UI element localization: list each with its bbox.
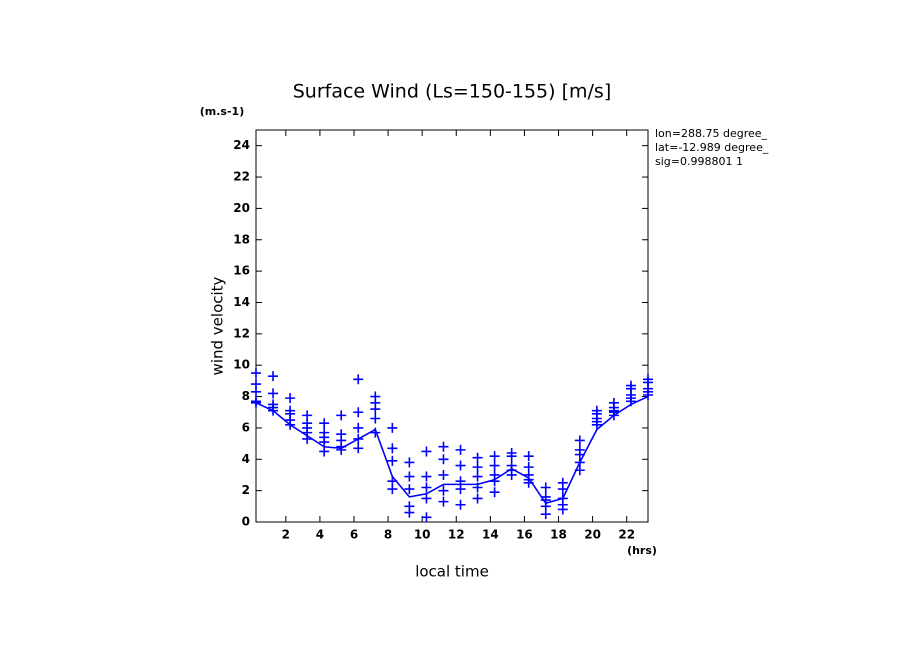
plus-marker (353, 407, 364, 418)
x-tick-label: 22 (618, 528, 635, 542)
info-block: lon=288.75 degree_lat=-12.989 degree_sig… (655, 127, 769, 168)
y-tick-label: 18 (233, 232, 250, 246)
plus-marker (421, 493, 432, 504)
y-tick-label: 2 (242, 483, 250, 497)
x-tick-label: 12 (448, 528, 465, 542)
plus-marker (643, 389, 653, 400)
x-tick-label: 6 (350, 528, 358, 542)
plus-marker (268, 388, 279, 399)
x-unit: (hrs) (627, 544, 657, 557)
plus-marker (421, 482, 432, 493)
plus-marker (387, 484, 398, 495)
chart-title: Surface Wind (Ls=150-155) [m/s] (293, 81, 612, 103)
y-tick-label: 8 (242, 389, 250, 403)
plus-marker (404, 471, 415, 482)
y-tick-label: 20 (233, 201, 250, 215)
plus-marker (489, 487, 500, 498)
plus-marker (472, 462, 483, 473)
plus-marker (353, 422, 364, 433)
y-tick-label: 12 (233, 326, 250, 340)
plus-marker (472, 471, 483, 482)
plus-marker (353, 374, 364, 385)
x-tick-label: 8 (384, 528, 392, 542)
x-tick-label: 14 (482, 528, 499, 542)
plus-marker (506, 469, 517, 480)
plus-marker (591, 419, 602, 430)
y-tick-label: 4 (242, 452, 250, 466)
plus-marker (455, 484, 466, 495)
plus-marker (336, 444, 347, 455)
y-tick-label: 14 (233, 295, 250, 309)
plus-marker (472, 493, 483, 504)
plus-marker (404, 484, 415, 495)
plus-marker (455, 444, 466, 455)
plus-marker (336, 410, 347, 421)
plus-marker (438, 496, 449, 507)
plus-marker (523, 451, 534, 462)
annotation: sig=0.998801 1 (655, 155, 743, 168)
y-tick-label: 22 (233, 170, 250, 184)
y-tick-label: 16 (233, 264, 250, 278)
plus-marker (268, 371, 279, 382)
plus-marker (438, 469, 449, 480)
plus-marker (319, 418, 330, 429)
plus-marker (285, 393, 296, 404)
plus-marker (421, 471, 432, 482)
x-tick-label: 4 (316, 528, 324, 542)
plus-marker (370, 413, 381, 424)
plus-marker (489, 451, 500, 462)
x-tick-label: 10 (414, 528, 431, 542)
plus-marker (540, 509, 551, 520)
plus-marker (438, 485, 449, 496)
x-axis-label: local time (415, 563, 489, 581)
plus-marker (472, 452, 483, 463)
plus-marker (438, 441, 449, 452)
x-tick-label: 2 (282, 528, 290, 542)
plus-marker (387, 455, 398, 466)
y-tick-label: 10 (233, 358, 250, 372)
plus-marker (251, 368, 261, 379)
plus-marker (319, 437, 330, 448)
plus-marker (574, 435, 585, 446)
mean-line (255, 395, 649, 505)
plus-marker (387, 422, 398, 433)
plus-marker (404, 507, 415, 518)
y-tick-label: 24 (233, 138, 250, 152)
x-tick-label: 18 (550, 528, 567, 542)
plus-marker (455, 499, 466, 510)
plot-frame (255, 129, 649, 523)
plus-marker (404, 457, 415, 468)
annotation: lat=-12.989 degree_ (655, 141, 769, 154)
y-tick-label: 0 (242, 515, 250, 529)
x-tick-label: 16 (516, 528, 533, 542)
plus-marker (353, 443, 364, 454)
plus-marker (370, 404, 381, 415)
plus-marker (455, 460, 466, 471)
plus-marker (489, 460, 500, 471)
plus-marker (387, 443, 398, 454)
plus-marker (421, 512, 432, 523)
y-unit: (m.s-1) (200, 105, 244, 118)
x-tick-label: 20 (584, 528, 601, 542)
plus-marker (557, 504, 568, 515)
annotation: lon=288.75 degree_ (655, 127, 768, 140)
plus-marker (557, 484, 568, 495)
plus-marker (251, 386, 261, 397)
plus-marker (438, 454, 449, 465)
plus-marker (319, 446, 330, 457)
plus-marker (506, 451, 517, 462)
y-axis-label: wind velocity (209, 276, 227, 375)
plus-marker (540, 482, 551, 493)
plus-marker (421, 446, 432, 457)
y-tick-label: 6 (242, 420, 250, 434)
